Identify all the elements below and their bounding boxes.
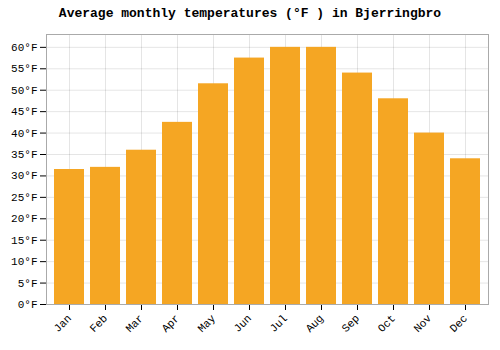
svg-text:45°F: 45°F: [11, 106, 37, 118]
html-text:Average monthly temperatures (: Average monthly temperatures (°F ) in Bj…: [58, 6, 442, 21]
svg-text:Aug: Aug: [304, 312, 326, 334]
svg-text:Oct: Oct: [376, 312, 398, 334]
svg-text:35°F: 35°F: [11, 149, 37, 161]
svg-text:Feb: Feb: [88, 312, 110, 334]
svg-text:May: May: [196, 312, 219, 335]
svg-text:Dec: Dec: [448, 312, 470, 334]
svg-text:Mar: Mar: [124, 312, 146, 334]
svg-text:60°F: 60°F: [11, 42, 37, 54]
svg-text:Nov: Nov: [412, 312, 435, 335]
svg-text:Apr: Apr: [160, 312, 182, 334]
svg-text:55°F: 55°F: [11, 63, 37, 75]
svg-text:10°F: 10°F: [11, 256, 37, 268]
svg-text:5°F: 5°F: [18, 278, 38, 290]
svg-text:20°F: 20°F: [11, 213, 37, 225]
svg-text:Jun: Jun: [232, 312, 254, 334]
svg-text:40°F: 40°F: [11, 128, 37, 140]
svg-text:Jul: Jul: [268, 312, 290, 334]
svg-text:25°F: 25°F: [11, 192, 37, 204]
svg-text:30°F: 30°F: [11, 170, 37, 182]
svg-text:15°F: 15°F: [11, 235, 37, 247]
svg-text:0°F: 0°F: [18, 299, 38, 311]
svg-text:Jan: Jan: [52, 312, 74, 334]
svg-text:Sep: Sep: [340, 312, 362, 334]
svg-text:50°F: 50°F: [11, 85, 37, 97]
